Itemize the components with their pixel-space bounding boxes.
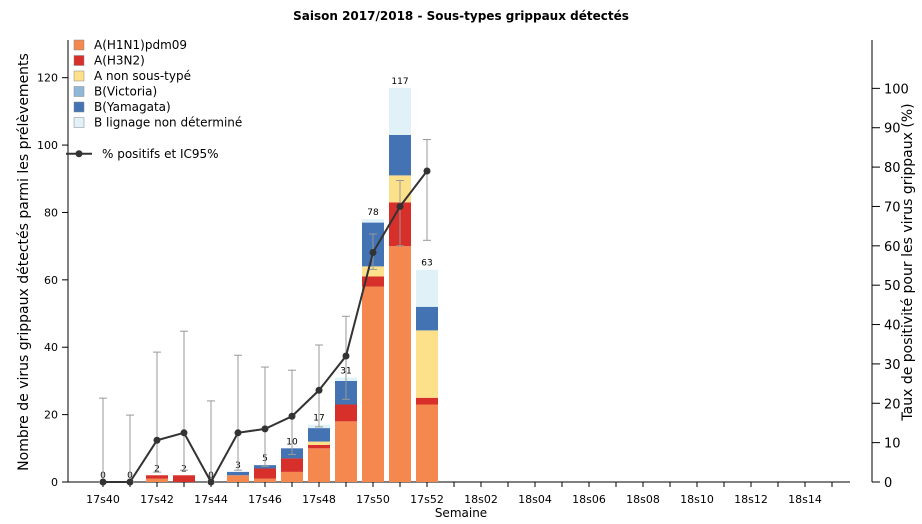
bar-segment (227, 471, 249, 476)
line-point (342, 352, 350, 360)
y-axis-label: Nombre de virus grippaux détectés parmi … (16, 53, 32, 471)
x-tick-label: 18s08 (626, 493, 660, 506)
bar-segment (416, 306, 438, 331)
bar-segment (362, 266, 384, 277)
y2-axis-label: Taux de positivité pour les virus grippa… (900, 103, 916, 421)
y2-tick-label: 0 (884, 476, 892, 491)
bar-segment (389, 246, 411, 482)
x-tick-label: 18s02 (464, 493, 498, 506)
bar-segment (146, 478, 168, 482)
line-point (315, 386, 323, 394)
bar-segment (416, 397, 438, 405)
x-tick-label: 17s44 (194, 493, 228, 506)
bar-segment (416, 330, 438, 398)
bar-segment (416, 404, 438, 482)
x-axis-label: Semaine (435, 506, 487, 520)
bar-segment (308, 441, 330, 445)
x-tick-label: 18s10 (680, 493, 714, 506)
y2-tick-label: 20 (884, 397, 901, 412)
line-point (396, 202, 404, 210)
y-tick-label: 120 (37, 72, 58, 85)
bar-segment (254, 468, 276, 479)
bar-segment (362, 286, 384, 482)
line-point (153, 436, 161, 444)
bar-segment (173, 475, 195, 482)
y2-tick-label: 10 (884, 437, 901, 452)
y2-tick-label: 90 (884, 122, 901, 137)
bar-segment (227, 475, 249, 482)
y-tick-label: 60 (44, 274, 58, 287)
bar-segment (308, 444, 330, 449)
line-point (234, 429, 242, 437)
legend-label: B(Victoria) (94, 85, 157, 99)
line-point (261, 425, 269, 433)
y-tick-label: 40 (44, 341, 58, 354)
total-label: 63 (421, 259, 432, 269)
bar-segment (416, 269, 438, 307)
legend-swatch (73, 117, 85, 128)
x-tick-label: 17s40 (86, 493, 120, 506)
legend-label: % positifs et IC95% (102, 147, 219, 161)
y-tick-label: 100 (37, 139, 58, 152)
bar-segment (281, 458, 303, 472)
y2-tick-label: 50 (884, 279, 901, 294)
x-tick-label: 17s52 (410, 493, 444, 506)
bar-segment (254, 478, 276, 482)
y2-tick-label: 40 (884, 319, 901, 334)
x-tick-label: 18s14 (788, 493, 822, 506)
bar-segment (308, 428, 330, 442)
line-point (423, 167, 431, 175)
y-tick-label: 0 (51, 476, 58, 489)
bar-segment (362, 276, 384, 287)
bar-segment (308, 448, 330, 482)
y-tick-label: 20 (44, 409, 58, 422)
y-tick-label: 80 (44, 206, 58, 219)
x-tick-label: 17s42 (140, 493, 174, 506)
bar-segment (335, 421, 357, 482)
y2-tick-label: 80 (884, 161, 901, 176)
legend-label: B(Yamagata) (94, 100, 171, 114)
x-tick-label: 18s04 (518, 493, 552, 506)
line-point (207, 478, 215, 486)
line-point (99, 478, 107, 486)
line-point (288, 412, 296, 420)
legend-swatch (73, 101, 85, 113)
y2-tick-label: 60 (884, 240, 901, 255)
line-point (369, 249, 377, 257)
legend-label: A non sous-typé (94, 69, 191, 83)
legend-swatch (73, 39, 85, 51)
line-point (126, 478, 134, 486)
legend-swatch (73, 55, 85, 66)
bar-segment (146, 475, 168, 479)
bar-segment (254, 465, 276, 469)
legend-marker (75, 150, 83, 158)
x-tick-label: 17s48 (302, 493, 336, 506)
legend-swatch (73, 86, 85, 97)
x-tick-label: 18s12 (734, 493, 768, 506)
line-point (180, 429, 188, 437)
legend-swatch (73, 70, 85, 82)
bar-segment (362, 219, 384, 223)
bar-segment (389, 87, 411, 135)
legend-label: A(H1N1)pdm09 (94, 38, 187, 52)
bar-segment (389, 134, 411, 176)
y2-tick-label: 30 (884, 358, 901, 373)
chart-title: Saison 2017/2018 - Sous-types grippaux d… (293, 9, 629, 23)
x-tick-label: 17s46 (248, 493, 282, 506)
bar-segment (281, 471, 303, 482)
y2-tick-label: 70 (884, 200, 901, 215)
total-label: 78 (367, 208, 379, 218)
legend-label: A(H3N2) (94, 54, 145, 68)
y2-tick-label: 100 (884, 82, 909, 97)
bar-segment (335, 404, 357, 422)
x-tick-label: 18s06 (572, 493, 606, 506)
legend-label: B lignage non déterminé (94, 116, 242, 130)
total-label: 117 (391, 77, 408, 87)
x-tick-label: 17s50 (356, 493, 390, 506)
